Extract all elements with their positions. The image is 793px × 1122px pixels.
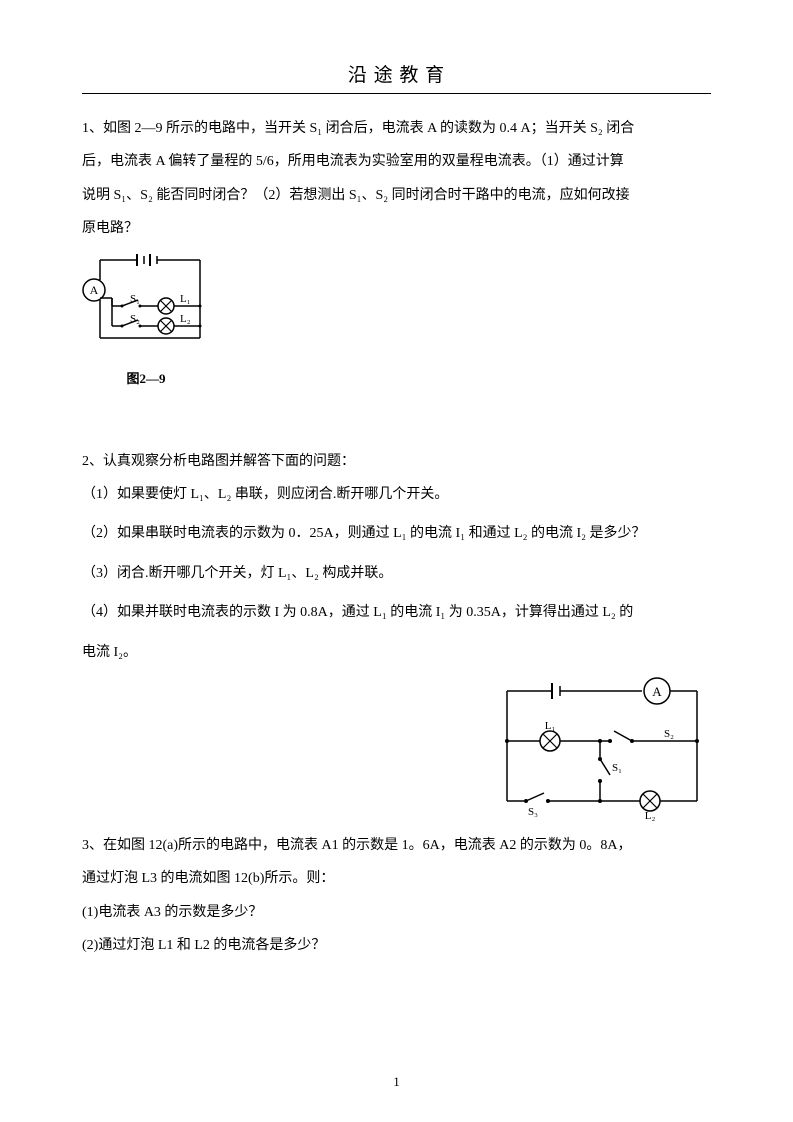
svg-text:S₁: S₁ bbox=[612, 762, 622, 774]
q2-sub4b: 电流 I₂。 bbox=[82, 638, 711, 667]
header-divider bbox=[82, 93, 711, 94]
svg-text:A: A bbox=[652, 684, 662, 699]
q2-sub1: （1）如果要使灯 L₁、L₂ 串联，则应闭合.断开哪几个开关。 bbox=[82, 480, 711, 509]
svg-text:L₁: L₁ bbox=[545, 720, 556, 732]
figure-2-9: A S₁ L₁ S₂ L₂ bbox=[82, 250, 210, 368]
q3-sub2: (2)通过灯泡 L1 和 L2 的电流各是多少？ bbox=[82, 931, 711, 960]
svg-text:S₂: S₂ bbox=[664, 728, 674, 740]
svg-text:S₂: S₂ bbox=[130, 313, 140, 325]
svg-text:S₁: S₁ bbox=[130, 293, 140, 305]
svg-text:L₁: L₁ bbox=[180, 293, 191, 305]
page-number: 1 bbox=[0, 1074, 793, 1090]
q2-line1: 2、认真观察分析电路图并解答下面的问题： bbox=[82, 447, 711, 476]
svg-text:A: A bbox=[90, 283, 99, 297]
q2-sub4a: （4）如果并联时电流表的示数 I 为 0.8A，通过 L₁ 的电流 I₁ 为 0… bbox=[82, 598, 711, 627]
figure-2-9-caption: 图2—9 bbox=[82, 368, 210, 387]
q1-line1: 1、如图 2—9 所示的电路中，当开关 S₁ 闭合后，电流表 A 的读数为 0.… bbox=[82, 114, 711, 143]
q1-line2: 后，电流表 A 偏转了量程的 5/6，所用电流表为实验室用的双量程电流表。（1）… bbox=[82, 147, 711, 176]
q3-line1: 3、在如图 12(a)所示的电路中，电流表 A1 的示数是 1。6A，电流表 A… bbox=[82, 831, 711, 860]
figure-q2-circuit: A L₁ S₂ S₁ S₃ bbox=[482, 671, 717, 821]
q1-line4: 原电路？ bbox=[82, 214, 711, 243]
q2-sub2: （2）如果串联时电流表的示数为 0．25A，则通过 L₁ 的电流 I₁ 和通过 … bbox=[82, 519, 711, 548]
q1-line3: 说明 S₁、S₂ 能否同时闭合？（2）若想测出 S₁、S₂ 同时闭合时干路中的电… bbox=[82, 181, 711, 210]
q2-sub3: （3）闭合.断开哪几个开关，灯 L₁、L₂ 构成并联。 bbox=[82, 559, 711, 588]
svg-text:S₃: S₃ bbox=[528, 806, 538, 818]
svg-text:L₂: L₂ bbox=[180, 313, 191, 325]
svg-text:L₂: L₂ bbox=[645, 810, 656, 821]
q3-sub1: (1)电流表 A3 的示数是多少？ bbox=[82, 898, 711, 927]
page-title: 沿 途 教 育 bbox=[82, 60, 711, 87]
q3-line2: 通过灯泡 L3 的电流如图 12(b)所示。则： bbox=[82, 864, 711, 893]
